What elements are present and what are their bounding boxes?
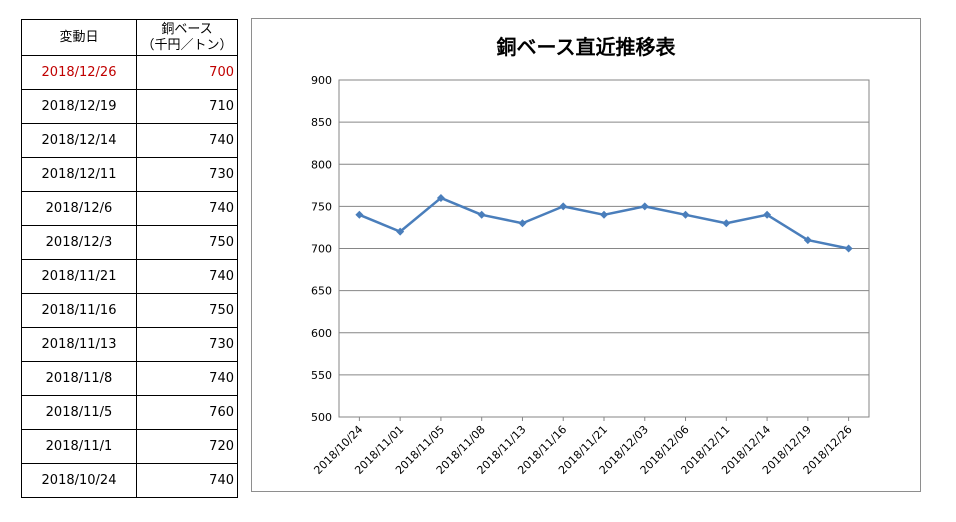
row-price: 730 [136,157,238,192]
table-row: 2018/11/5 760 [21,395,238,430]
y-tick-label: 500 [311,411,332,424]
price-table: 変動日 銅ベース （千円／トン） 2018/12/26 700 2018/12/19… [21,19,238,498]
row-date: 2018/10/24 [21,463,137,498]
row-price: 700 [136,55,238,90]
data-point [477,210,486,219]
data-point [722,219,731,228]
table-row: 2018/12/3 750 [21,225,238,260]
row-price: 710 [136,89,238,124]
row-date: 2018/12/6 [21,191,137,226]
chart-panel: 銅ベース直近推移表 500 550 600 650 700 750 800 850 900 2018… [251,18,921,492]
row-price: 740 [136,123,238,158]
row-date: 2018/11/21 [21,259,137,294]
data-point [600,210,608,219]
data-point [844,244,853,253]
table-row: 2018/12/14 740 [21,123,238,158]
y-tick-label: 600 [311,327,332,340]
table-row: 2018/11/16 750 [21,293,238,328]
data-point [396,227,405,236]
row-date: 2018/11/1 [21,429,137,464]
table-header-row: 変動日 銅ベース （千円／トン） [21,19,238,56]
row-price: 760 [136,395,238,430]
row-price: 750 [136,293,238,328]
row-date: 2018/11/13 [21,327,137,362]
row-price: 740 [136,191,238,226]
row-date: 2018/12/19 [21,89,137,124]
table-row: 2018/10/24 740 [21,463,238,498]
row-price: 740 [136,361,238,396]
table-row: 2018/11/8 740 [21,361,238,396]
row-price: 740 [136,463,238,498]
row-date: 2018/12/11 [21,157,137,192]
data-point [436,193,445,202]
table-row: 2018/12/6 740 [21,191,238,226]
y-tick-label: 550 [311,369,332,382]
y-tick-label: 650 [311,285,332,298]
y-tick-label: 700 [311,243,332,256]
table-row: 2018/11/21 740 [21,259,238,294]
row-price: 720 [136,429,238,464]
data-point [355,210,364,219]
table-row: 2018/12/11 730 [21,157,238,192]
row-date: 2018/11/16 [21,293,137,328]
y-tick-label: 800 [311,158,332,171]
data-point [803,236,812,245]
row-date: 2018/11/8 [21,361,137,396]
header-date: 変動日 [21,19,137,56]
data-point [763,210,772,219]
header-price-line1: 銅ベース [161,21,213,37]
row-date: 2018/12/14 [21,123,137,158]
row-date: 2018/12/3 [21,225,137,260]
table-row: 2018/11/1 720 [21,429,238,464]
line-chart: 銅ベース直近推移表5005506006507007508008509002018… [311,35,870,477]
y-tick-label: 750 [311,200,332,213]
table-row: 2018/12/19 710 [21,89,238,124]
header-price: 銅ベース （千円／トン） [136,19,238,56]
table-row: 2018/11/13 730 [21,327,238,362]
row-price: 740 [136,259,238,294]
y-tick-label: 850 [311,116,332,129]
data-point [640,202,649,211]
header-price-line2: （千円／トン） [141,37,233,53]
row-price: 730 [136,327,238,362]
data-point [681,210,690,219]
table-row: 2018/12/26 700 [21,55,238,90]
row-date: 2018/12/26 [21,55,137,90]
data-point [518,219,527,228]
chart-title: 銅ベース直近推移表 [497,35,677,59]
row-date: 2018/11/5 [21,395,137,430]
data-point [559,202,568,211]
y-tick-label: 900 [311,74,332,87]
series-line [358,196,849,250]
row-price: 750 [136,225,238,260]
